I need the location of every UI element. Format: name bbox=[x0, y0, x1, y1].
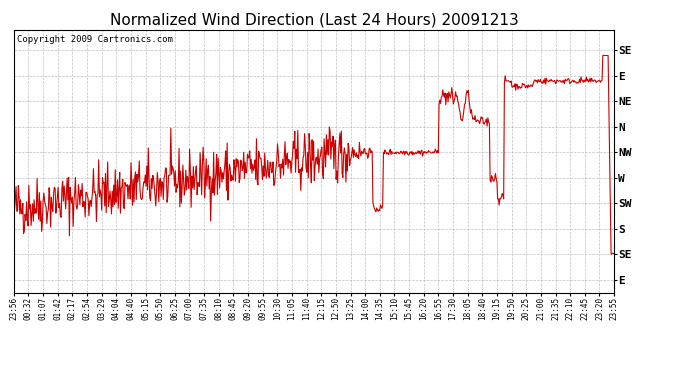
Text: Copyright 2009 Cartronics.com: Copyright 2009 Cartronics.com bbox=[17, 35, 172, 44]
Title: Normalized Wind Direction (Last 24 Hours) 20091213: Normalized Wind Direction (Last 24 Hours… bbox=[110, 12, 518, 27]
